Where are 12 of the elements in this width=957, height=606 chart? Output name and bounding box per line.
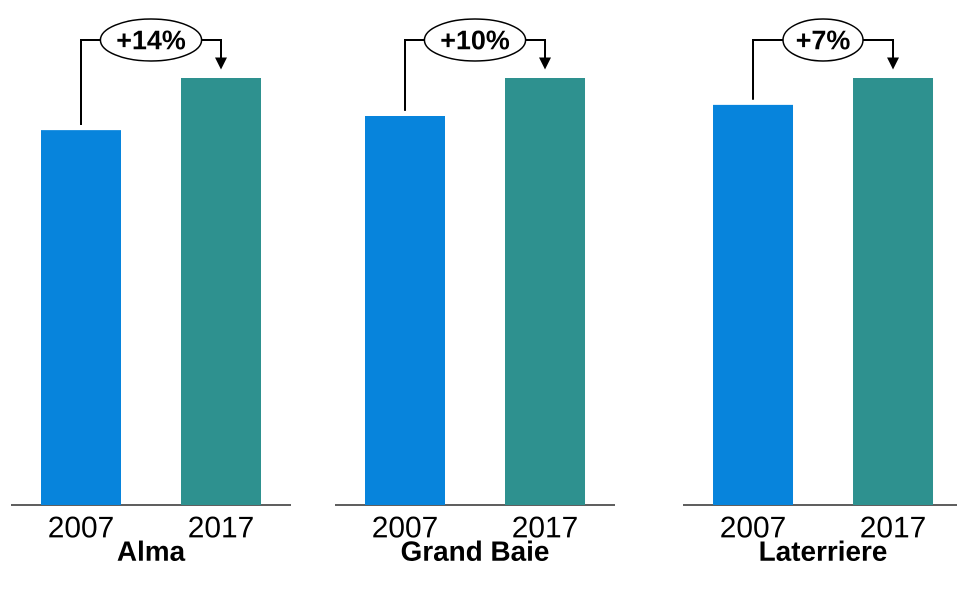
text: +7% bbox=[796, 30, 850, 50]
x-tick-label: 2017 bbox=[513, 516, 577, 538]
x-axis-title: Grand Baie bbox=[402, 540, 548, 561]
text: +10% bbox=[441, 30, 510, 50]
x-tick-label: 2007 bbox=[373, 516, 437, 538]
x-tick-label: 2007 bbox=[49, 516, 113, 538]
x-tick-label: 2017 bbox=[861, 516, 925, 538]
x-tick-label: 2017 bbox=[189, 516, 253, 538]
x-tick-label: 2007 bbox=[721, 516, 785, 538]
x-axis-title: Laterriere bbox=[760, 540, 886, 561]
text: +14% bbox=[117, 30, 186, 50]
x-axis-title: Alma bbox=[118, 540, 186, 561]
